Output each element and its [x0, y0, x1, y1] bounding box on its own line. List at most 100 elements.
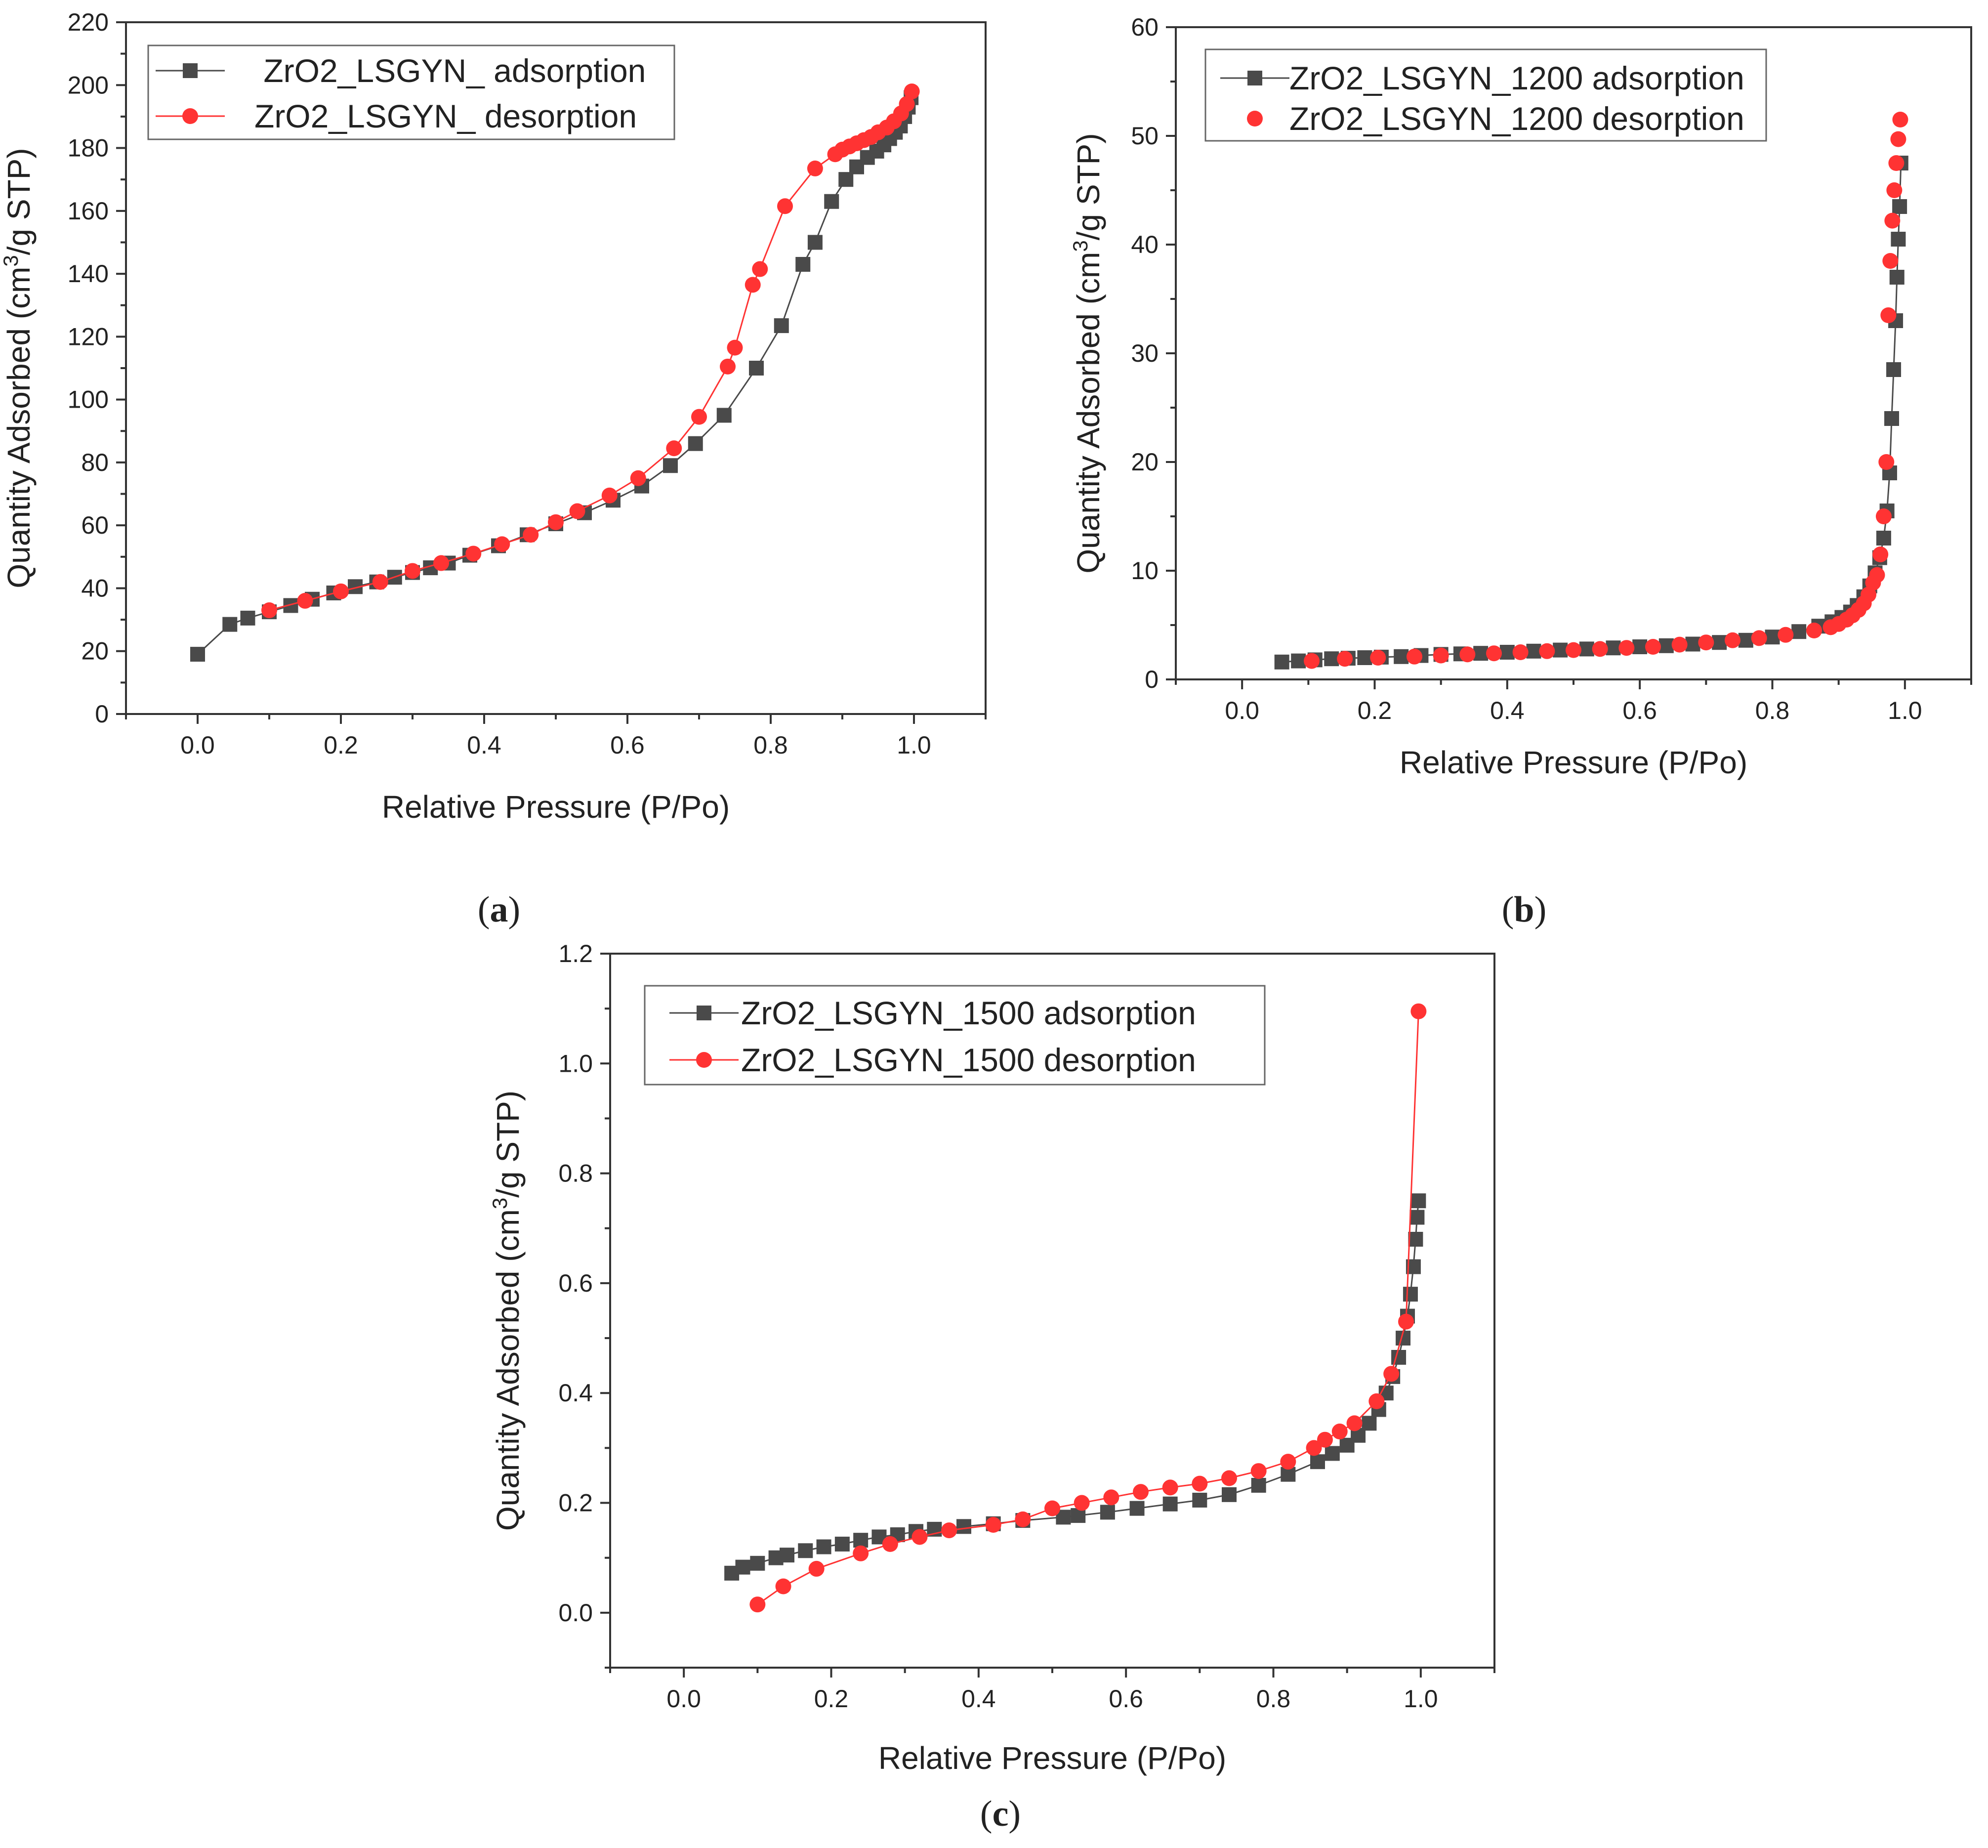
legend-entry-label: ZrO2_LSGYN_ desorption	[254, 98, 637, 134]
panel-label-open: (	[478, 889, 490, 930]
y-axis-label-main: Quantity Adsorbed (cm	[1, 267, 37, 588]
y-tick-label: 20	[1131, 448, 1159, 476]
x-axis-label: Relative Pressure (P/Po)	[1400, 745, 1747, 780]
y-tick-label: 30	[1131, 339, 1159, 367]
data-point	[827, 146, 843, 163]
data-point	[752, 261, 768, 277]
y-tick-label: 140	[68, 260, 109, 288]
y-axis-label-superscript: 3	[1069, 240, 1092, 252]
data-point	[190, 647, 205, 662]
y-axis-label-end: /g STP)	[1, 148, 37, 255]
data-point	[1133, 1484, 1149, 1500]
data-point	[1357, 650, 1372, 665]
data-point	[1408, 1232, 1423, 1247]
y-tick-label: 200	[68, 71, 109, 99]
data-point	[882, 1536, 898, 1552]
data-point	[1337, 651, 1353, 667]
data-point	[1566, 642, 1581, 658]
data-point	[1015, 1511, 1031, 1527]
y-tick-label: 20	[81, 637, 109, 665]
panel-label: (a)	[478, 889, 520, 930]
data-point	[1791, 624, 1807, 639]
data-point	[240, 610, 255, 626]
data-point	[1712, 635, 1727, 650]
data-point	[1618, 640, 1635, 656]
data-point	[1304, 653, 1320, 669]
data-point	[1872, 546, 1889, 562]
data-point	[1368, 1393, 1385, 1409]
x-tick-label: 1.0	[1888, 697, 1922, 724]
legend-marker	[183, 63, 198, 78]
data-point	[1876, 531, 1891, 546]
x-tick-label: 0.8	[753, 731, 788, 759]
series-line	[757, 1011, 1419, 1605]
y-tick-label: 10	[1131, 557, 1159, 585]
data-point	[1250, 1463, 1267, 1479]
data-point	[1192, 1475, 1208, 1492]
data-point	[1822, 619, 1839, 635]
x-tick-label: 0.4	[467, 731, 501, 759]
data-point	[720, 358, 736, 375]
data-point	[548, 514, 564, 530]
data-point	[1103, 1489, 1119, 1506]
data-point	[1433, 647, 1449, 664]
data-point	[1370, 650, 1386, 666]
data-point	[1738, 632, 1753, 648]
data-point	[1892, 199, 1907, 214]
panel-label-letter: b	[1514, 889, 1534, 930]
data-point	[775, 1578, 791, 1595]
data-point	[261, 602, 277, 618]
y-axis-label-end: /g STP)	[490, 1091, 526, 1198]
panel-label-letter: a	[490, 889, 508, 930]
data-point	[433, 555, 449, 571]
data-point	[1162, 1496, 1178, 1512]
data-point	[1632, 639, 1648, 654]
data-point	[1725, 632, 1740, 648]
data-point	[1473, 646, 1489, 661]
y-axis-label-end: /g STP)	[1071, 133, 1106, 240]
data-point	[807, 160, 823, 176]
legend-box	[1204, 48, 1767, 142]
data-point	[1880, 307, 1897, 323]
data-point	[1886, 362, 1902, 377]
x-tick-label: 0.2	[1358, 697, 1392, 724]
data-point	[1882, 253, 1899, 269]
data-point	[523, 527, 539, 543]
data-point	[1291, 653, 1306, 669]
x-tick-label: 0.4	[961, 1685, 996, 1713]
legend-marker	[1247, 111, 1263, 126]
data-point	[1044, 1500, 1060, 1516]
data-point	[1526, 643, 1541, 659]
data-point	[666, 440, 682, 457]
data-point	[1685, 636, 1700, 652]
y-tick-label: 0.4	[558, 1379, 593, 1407]
data-point	[853, 1545, 869, 1561]
panel-label-close: )	[1008, 1794, 1021, 1834]
y-tick-label: 50	[1131, 122, 1159, 150]
data-point	[333, 583, 349, 599]
data-point	[1606, 640, 1621, 656]
data-point	[750, 1555, 765, 1571]
series-desorption	[1304, 112, 1908, 669]
y-tick-label: 80	[81, 449, 109, 476]
data-point	[1765, 630, 1780, 645]
data-point	[1403, 1287, 1418, 1302]
data-point	[735, 1559, 750, 1575]
data-point	[941, 1522, 957, 1539]
x-tick-label: 0.0	[1225, 697, 1259, 724]
data-point	[1884, 411, 1899, 426]
data-point	[1891, 232, 1906, 247]
y-tick-label: 220	[68, 8, 109, 36]
data-point	[663, 458, 678, 473]
data-point	[1486, 645, 1502, 662]
legend-entry-label: ZrO2_LSGYN_ adsorption	[254, 52, 646, 89]
data-point	[1579, 641, 1594, 657]
y-tick-label: 160	[68, 197, 109, 225]
x-axis-label: Relative Pressure (P/Po)	[382, 789, 730, 825]
y-axis-label-superscript: 3	[488, 1198, 511, 1209]
data-point	[1539, 643, 1555, 659]
panel-label: (b)	[1502, 889, 1546, 930]
y-tick-label: 0.0	[558, 1599, 593, 1627]
data-point	[745, 277, 761, 293]
x-tick-label: 0.0	[666, 1685, 701, 1713]
